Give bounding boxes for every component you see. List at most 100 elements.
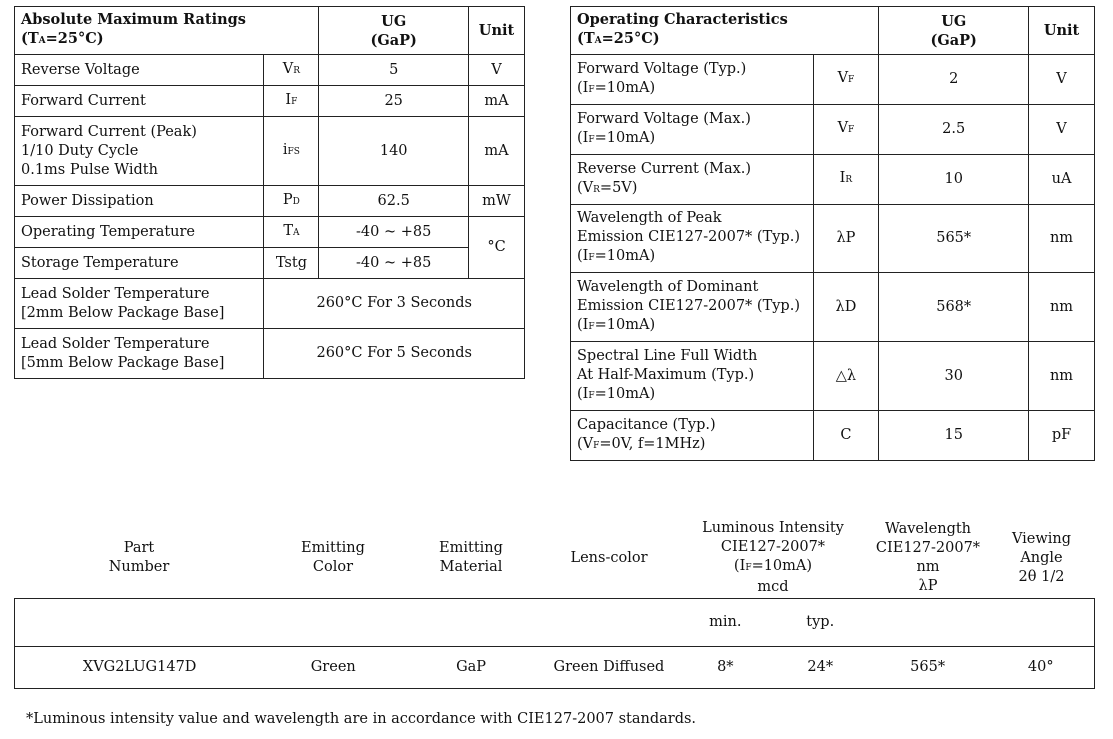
param-label: Forward Voltage (Max.) (IF=10mA) [570,104,814,155]
unit: nm [1028,272,1095,342]
unit: V [468,54,525,86]
header-part-number: Part Number [108,540,170,575]
operating-characteristics-table: Operating Characteristics (TA=25°C) UG (G… [569,6,1095,461]
value: 260°C For 3 Seconds [263,278,525,329]
selection-guide-header: Part Number Emitting Color Emitting Materia… [14,518,1095,598]
param-label: Capacitance (Typ.) (VF=0V, f=1MHz) [570,410,814,461]
param-label: Power Dissipation [13,185,265,217]
unit: pF [1028,410,1095,461]
param-label: Reverse Current (Max.) (VR=5V) [570,154,814,205]
table-row: Forward Voltage (Typ.) (IF=10mA) VF 2 V [570,54,1095,105]
param-label: Lead Solder Temperature [5mm Below Packag… [13,328,265,379]
param-label: Wavelength of Dominant Emission CIE127-20… [570,272,814,342]
value: 565* [878,204,1030,273]
value: 568* [878,272,1030,342]
table-header-row: Absolute Maximum Ratings (TA=25°C) UG (Ga… [13,6,525,55]
param-label: Forward Current (Peak) 1/10 Duty Cycle 0.1… [13,116,265,186]
table-row: Forward Current (Peak) 1/10 Duty Cycle 0.1… [13,116,525,186]
symbol: △λ [812,341,880,411]
table-row: Capacitance (Typ.) (VF=0V, f=1MHz) C 15 … [570,410,1095,461]
absolute-max-ratings-table: Absolute Maximum Ratings (TA=25°C) UG (Ga… [13,6,525,379]
symbol: λP [812,204,880,273]
param-label: Spectral Line Full Width At Half-Maximum … [570,341,814,411]
unit: mA [468,85,525,117]
table-row: Reverse Voltage VR 5 V [13,54,525,86]
subheader-row: min. typ. [14,598,1095,647]
header-wavelength: Wavelength CIE127-2007* nm λP [875,521,981,594]
header-viewing-angle: Viewing Angle 2θ 1/2 [1011,530,1072,585]
table-row: XVG2LUG147D Green GaP Green Diffused 8* … [14,646,1095,689]
table-row: Forward Voltage (Max.) (IF=10mA) VF 2.5 … [570,104,1095,155]
header-lens-color: Lens-color [570,549,648,566]
table-row: Lead Solder Temperature [2mm Below Packag… [13,278,525,329]
amr-title: Absolute Maximum Ratings [21,11,246,28]
value: 15 [878,410,1030,461]
value: 2.5 [878,104,1030,155]
viewing-angle: 40° [987,646,1095,689]
unit: V [1028,54,1095,105]
value: 30 [878,341,1030,411]
oc-title-cell: Operating Characteristics (TA=25°C) [569,6,880,55]
part-number: XVG2LUG147D [14,646,265,689]
amr-condition: (TA=25°C) [21,30,104,47]
symbol: VR [263,54,320,86]
symbol: IF [263,85,320,117]
sub-typ-label: typ. [772,598,868,647]
luminous-typ: 24* [772,646,868,689]
table-row: Operating Temperature TA -40 ~ +85 °C [13,216,525,279]
table-row: Reverse Current (Max.) (VR=5V) IR 10 uA [570,154,1095,205]
emitting-material: GaP [402,646,540,689]
unit: V [1028,104,1095,155]
param-label: Forward Current [13,85,265,117]
amr-product-header: UG (GaP) [318,6,469,55]
sub-min-label: min. [677,598,773,647]
param-label: Wavelength of Peak Emission CIE127-2007* … [570,204,814,273]
table-row: Storage Temperature Tstg -40 ~ +85 [13,247,525,279]
value: 5 [318,54,469,86]
value: -40 ~ +85 [318,216,469,248]
value: 10 [878,154,1030,205]
unit: °C [468,216,525,279]
param-label: Operating Temperature [13,216,265,248]
value: 62.5 [318,185,469,217]
param-label: Forward Voltage (Typ.) (IF=10mA) [570,54,814,105]
lens-color: Green Diffused [539,646,678,689]
param-label: Lead Solder Temperature [2mm Below Packag… [13,278,265,329]
unit: nm [1028,204,1095,273]
oc-title: Operating Characteristics [577,11,788,28]
amr-title-cell: Absolute Maximum Ratings (TA=25°C) [13,6,320,55]
unit: mA [468,116,525,186]
table-row: Power Dissipation PD 62.5 mW [13,185,525,217]
table-row: Spectral Line Full Width At Half-Maximum … [570,341,1095,411]
unit: uA [1028,154,1095,205]
param-label: Reverse Voltage [13,54,265,86]
oc-unit-header: Unit [1028,6,1095,55]
footnote: *Luminous intensity value and wavelength… [26,711,697,727]
value: 260°C For 5 Seconds [263,328,525,379]
symbol: VF [812,54,880,105]
symbol: IR [812,154,880,205]
emitting-color: Green [264,646,403,689]
symbol: Tstg [263,247,320,279]
unit: nm [1028,341,1095,411]
unit: mW [468,185,525,217]
table-row: Forward Current IF 25 mA [13,85,525,117]
oc-product-header: UG (GaP) [878,6,1030,55]
symbol: VF [812,104,880,155]
symbol: TA [263,216,320,248]
value: 140 [318,116,469,186]
header-emitting-color: Emitting Color [301,540,365,575]
value: 2 [878,54,1030,105]
symbol: PD [263,185,320,217]
selection-guide-table: min. typ. XVG2LUG147D Green GaP Green Di… [14,598,1095,689]
symbol: λD [812,272,880,342]
symbol: iFS [263,116,320,186]
symbol: C [812,410,880,461]
luminous-min: 8* [677,646,773,689]
param-label: Storage Temperature [13,247,265,279]
table-row: Lead Solder Temperature [5mm Below Packag… [13,328,525,379]
value: 25 [318,85,469,117]
amr-unit-header: Unit [468,6,525,55]
table-row: Wavelength of Dominant Emission CIE127-20… [570,272,1095,342]
oc-condition: (TA=25°C) [577,30,660,47]
